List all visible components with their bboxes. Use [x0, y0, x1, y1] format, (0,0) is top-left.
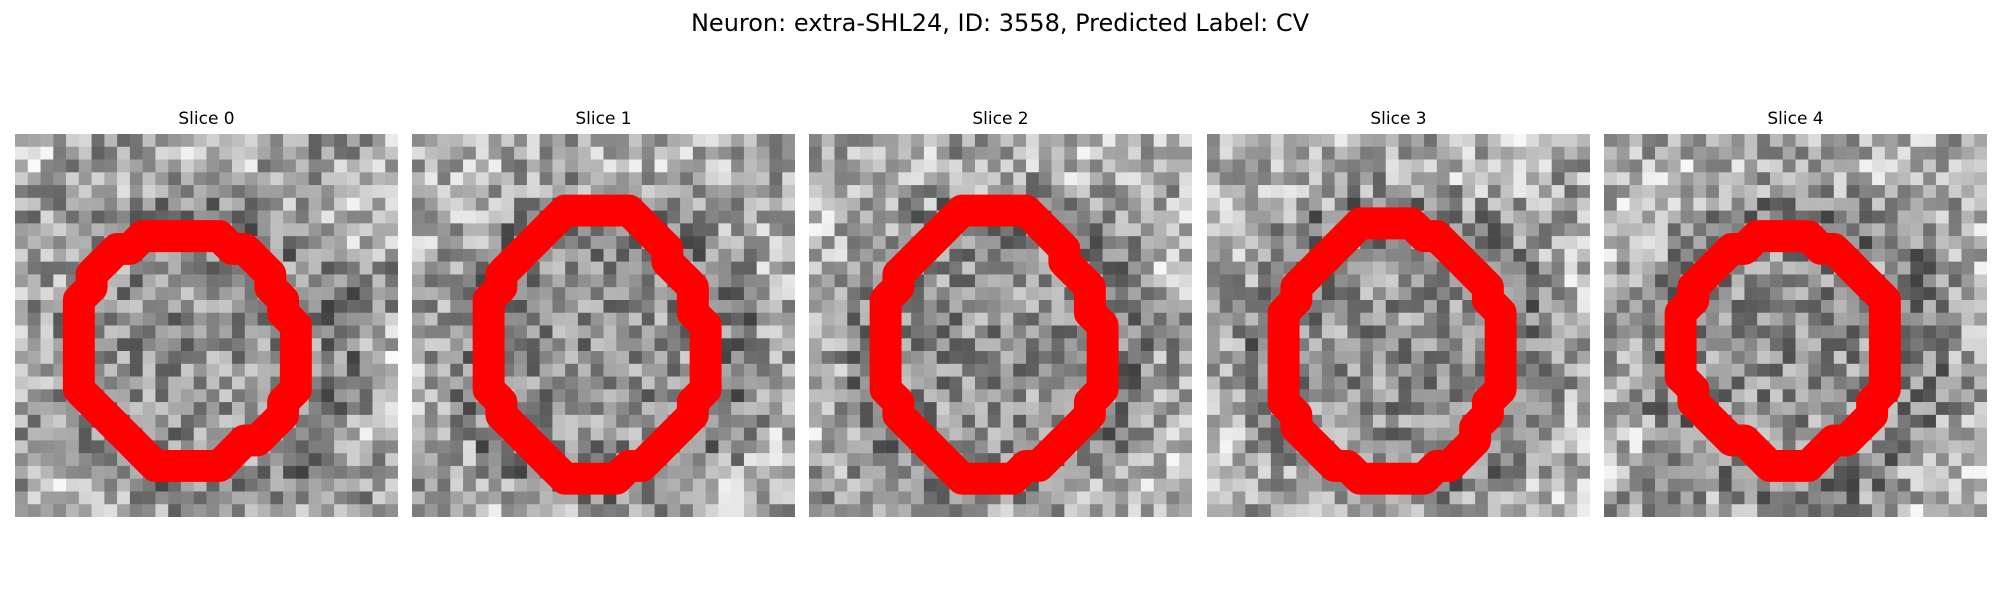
- segmentation-contour: [1267, 207, 1517, 495]
- segmentation-contour: [1664, 220, 1901, 482]
- panel-title: Slice 3: [1370, 109, 1427, 129]
- panel-title: Slice 0: [178, 109, 235, 129]
- panel-title: Slice 4: [1767, 109, 1824, 129]
- panel-slice-1: Slice 1: [412, 108, 795, 518]
- slice-image: [809, 134, 1192, 517]
- panel-slice-4: Slice 4: [1604, 108, 1987, 518]
- panel-title: Slice 2: [972, 109, 1029, 129]
- segmentation-contour: [869, 194, 1119, 495]
- segmentation-contour: [62, 220, 312, 482]
- slice-image: [1604, 134, 1987, 517]
- panel-slice-3: Slice 3: [1207, 108, 1590, 518]
- pixel-grid: [412, 134, 795, 517]
- panel-slice-2: Slice 2: [809, 108, 1192, 518]
- panel-title: Slice 1: [575, 109, 632, 129]
- pixel-grid: [809, 134, 1192, 517]
- slice-image: [15, 134, 398, 517]
- figure-title: Neuron: extra-SHL24, ID: 3558, Predicted…: [690, 9, 1310, 37]
- slice-image: [412, 134, 795, 517]
- slice-image: [1207, 134, 1590, 517]
- pixel-grid: [1207, 134, 1590, 517]
- panel-slice-0: Slice 0: [15, 108, 398, 518]
- segmentation-contour: [472, 194, 722, 495]
